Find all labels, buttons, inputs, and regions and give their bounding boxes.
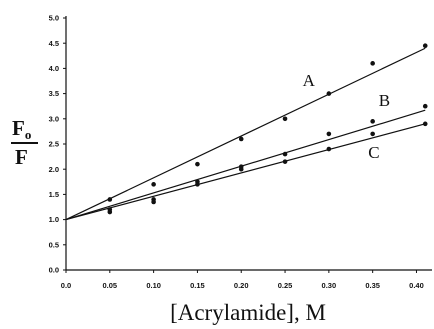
fit-lines — [65, 47, 426, 221]
x-tick-label: 0.05 — [103, 281, 118, 290]
series-label-a: A — [303, 71, 316, 90]
data-points — [107, 43, 428, 215]
fit-line-c — [65, 123, 426, 221]
y-tick-label: 4.0 — [49, 64, 59, 73]
y-tick-label: 3.0 — [49, 114, 59, 123]
y-tick-label: 2.0 — [49, 165, 59, 174]
data-point-b — [422, 103, 428, 109]
y-axis-ticks: 0.0 0.5 1.0 1.5 2.0 2.5 3.0 3.5 4.0 4.5 5.0 — [49, 14, 66, 275]
series-labels: A B C — [303, 71, 391, 162]
data-point-c — [151, 199, 156, 205]
x-tick-label: 0.15 — [190, 281, 205, 290]
y-tick-label: 4.5 — [49, 39, 59, 48]
data-point-c — [422, 121, 428, 127]
x-tick-label: 0.35 — [365, 281, 380, 290]
y-tick-label: 0.5 — [49, 240, 59, 249]
data-point-c — [282, 159, 288, 164]
data-point-b — [370, 119, 375, 124]
data-point-c — [195, 182, 200, 187]
data-point-a — [195, 161, 200, 167]
y-axis-label-numerator: F — [12, 116, 25, 140]
data-point-c — [238, 166, 244, 172]
data-point-a — [107, 197, 113, 202]
data-point-b — [326, 131, 332, 137]
data-point-c — [370, 131, 375, 137]
fit-line-a — [65, 47, 426, 221]
y-tick-label: 1.0 — [49, 215, 59, 224]
y-tick-label: 5.0 — [49, 14, 59, 23]
data-point-a — [370, 61, 375, 66]
data-point-a — [326, 91, 332, 96]
axes — [65, 16, 432, 271]
x-tick-label: 0.0 — [61, 281, 71, 290]
y-tick-label: 0.0 — [49, 266, 59, 275]
data-point-a — [151, 182, 156, 187]
data-point-c — [107, 209, 113, 215]
data-point-a — [238, 136, 244, 142]
x-tick-label: 0.10 — [146, 281, 161, 290]
fit-line-b — [65, 109, 426, 221]
data-point-a — [282, 116, 288, 122]
svg-text:Fo: Fo — [12, 116, 31, 142]
series-label-c: C — [368, 143, 379, 162]
data-point-c — [326, 146, 332, 152]
x-tick-label: 0.30 — [322, 281, 337, 290]
x-tick-label: 0.25 — [278, 281, 293, 290]
series-label-b: B — [379, 91, 390, 110]
y-axis-label: Fo F — [11, 116, 38, 169]
data-point-b — [282, 151, 288, 157]
y-tick-label: 3.5 — [49, 89, 59, 98]
y-axis-label-denominator: F — [15, 145, 28, 169]
x-tick-label: 0.40 — [409, 281, 424, 290]
y-tick-label: 2.5 — [49, 140, 59, 149]
y-axis-label-numerator-subscript: o — [25, 127, 32, 142]
x-tick-label: 0.20 — [234, 281, 249, 290]
data-point-a — [422, 43, 428, 49]
x-axis-label: [Acrylamide], M — [170, 300, 326, 325]
y-tick-label: 1.5 — [49, 190, 59, 199]
x-axis-ticks: 0.0 0.05 0.10 0.15 0.20 0.25 0.30 0.35 0.40 — [61, 270, 424, 290]
